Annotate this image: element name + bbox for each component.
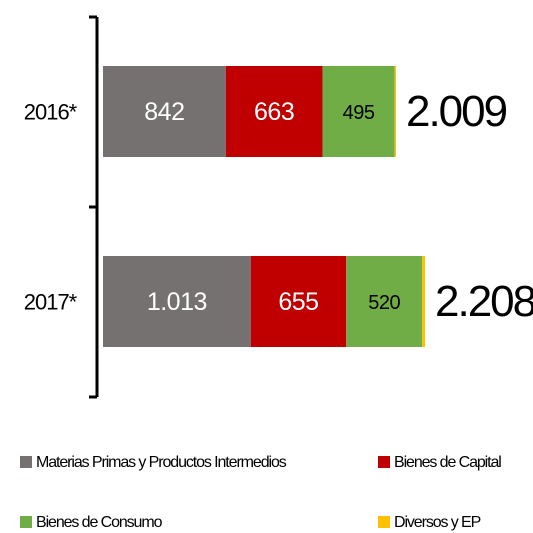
legend-label: Diversos y EP — [394, 514, 481, 531]
bar-segment — [322, 66, 395, 157]
legend-swatch — [378, 516, 390, 528]
legend-label: Bienes de Capital — [394, 454, 501, 471]
bar-segment — [422, 256, 425, 347]
bar-segment — [103, 66, 226, 157]
legend-label: Bienes de Consumo — [36, 514, 163, 531]
value-label: 495 — [343, 102, 375, 124]
legend-label: Materias Primas y Productos Intermedios — [36, 454, 287, 471]
bar-segment — [225, 66, 323, 157]
legend-swatch — [20, 516, 32, 528]
bar-segment — [346, 256, 423, 347]
value-label: 842 — [144, 98, 184, 126]
legend-swatch — [378, 456, 390, 468]
y-tick-label: 2016* — [24, 99, 78, 124]
value-label: 655 — [278, 288, 318, 316]
value-label: 1.013 — [147, 288, 207, 316]
bar-segment — [394, 66, 396, 157]
y-tick-label: 2017* — [24, 289, 78, 314]
total-label: 2.009 — [406, 87, 507, 136]
value-label: 663 — [254, 98, 294, 126]
legend-swatch — [20, 456, 32, 468]
value-label: 520 — [368, 292, 400, 314]
total-label: 2.208 — [435, 277, 533, 326]
bar-segment — [250, 256, 347, 347]
bar-segment — [103, 256, 251, 347]
